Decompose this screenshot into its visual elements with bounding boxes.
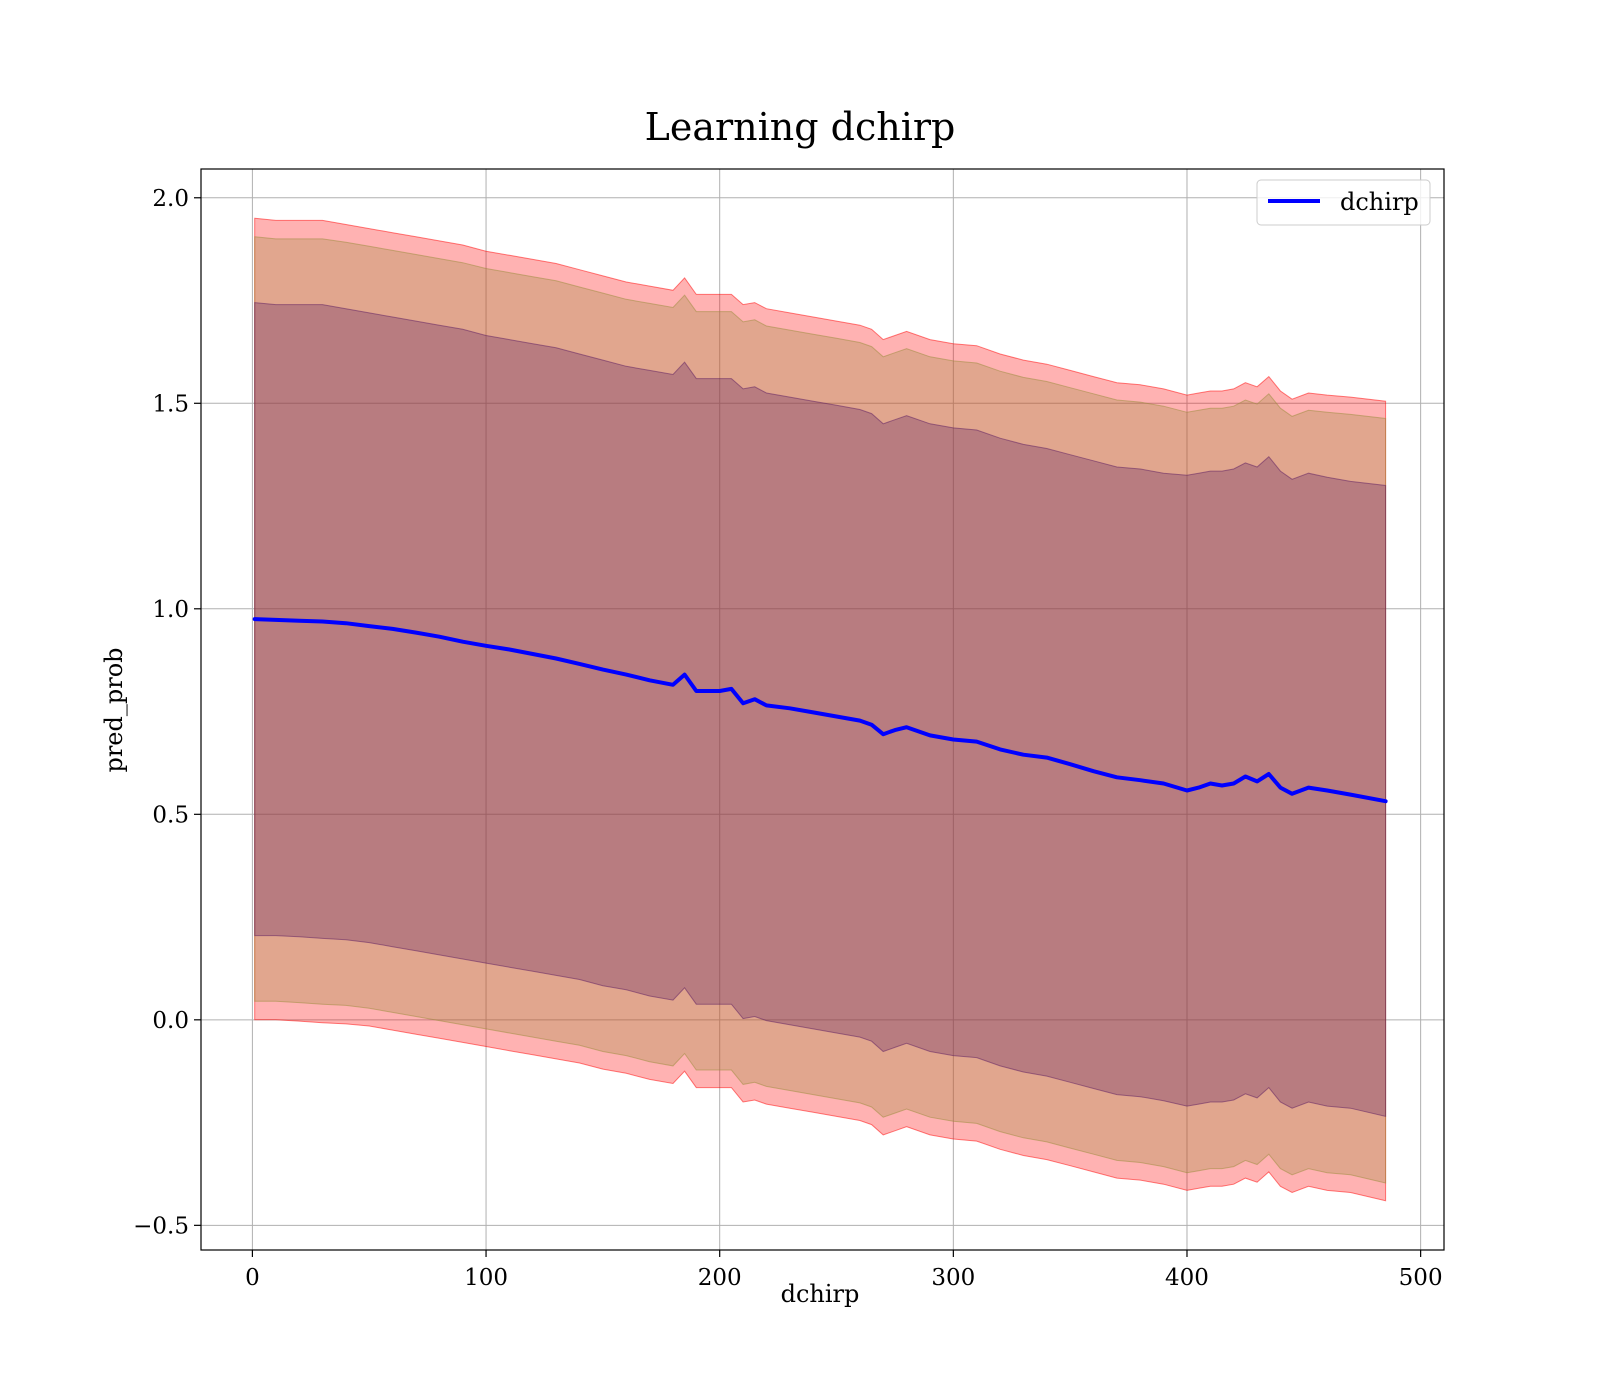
y-tick-label: 2.0 bbox=[152, 186, 189, 212]
y-tick-label: 1.5 bbox=[152, 391, 189, 417]
series-line-dchirp bbox=[252, 617, 1388, 804]
y-axis-ticks: −0.5 0.0 0.5 1.0 1.5 2.0 bbox=[133, 186, 201, 1239]
plot-frame bbox=[200, 168, 1445, 1251]
x-tick-label: 0 bbox=[245, 1265, 260, 1291]
band-middle bbox=[254, 236, 1387, 1184]
y-tick-label: −0.5 bbox=[133, 1213, 189, 1239]
legend-box bbox=[1256, 179, 1431, 226]
y-tick-label: 0.0 bbox=[152, 1008, 189, 1034]
x-tick-label: 200 bbox=[698, 1265, 742, 1291]
x-axis-label: dchirp bbox=[781, 1280, 860, 1308]
band-inner bbox=[254, 302, 1387, 1118]
chart-title: Learning dchirp bbox=[645, 105, 956, 149]
x-tick-label: 300 bbox=[931, 1265, 975, 1291]
y-tick-label: 1.0 bbox=[152, 597, 189, 623]
x-tick-label: 100 bbox=[464, 1265, 508, 1291]
legend: dchirp bbox=[1256, 179, 1431, 226]
x-tick-label: 400 bbox=[1165, 1265, 1209, 1291]
series-lines bbox=[252, 617, 1388, 804]
y-tick-label: 0.5 bbox=[152, 802, 189, 828]
legend-label-dchirp: dchirp bbox=[1340, 188, 1419, 216]
x-axis-ticks: 0 100 200 300 400 500 bbox=[245, 1250, 1443, 1291]
y-axis-label: pred_prob bbox=[100, 647, 128, 772]
x-tick-label: 500 bbox=[1399, 1265, 1443, 1291]
band-outer bbox=[254, 217, 1387, 1202]
confidence-bands bbox=[254, 217, 1387, 1202]
